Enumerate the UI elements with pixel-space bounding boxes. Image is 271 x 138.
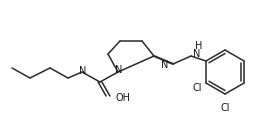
Text: OH: OH xyxy=(116,93,131,103)
Text: Cl: Cl xyxy=(220,103,230,113)
Text: Cl: Cl xyxy=(192,83,202,93)
Text: H: H xyxy=(195,41,203,51)
Text: N: N xyxy=(79,66,87,76)
Text: N: N xyxy=(161,60,168,70)
Text: N: N xyxy=(115,65,123,75)
Text: N: N xyxy=(193,49,200,59)
